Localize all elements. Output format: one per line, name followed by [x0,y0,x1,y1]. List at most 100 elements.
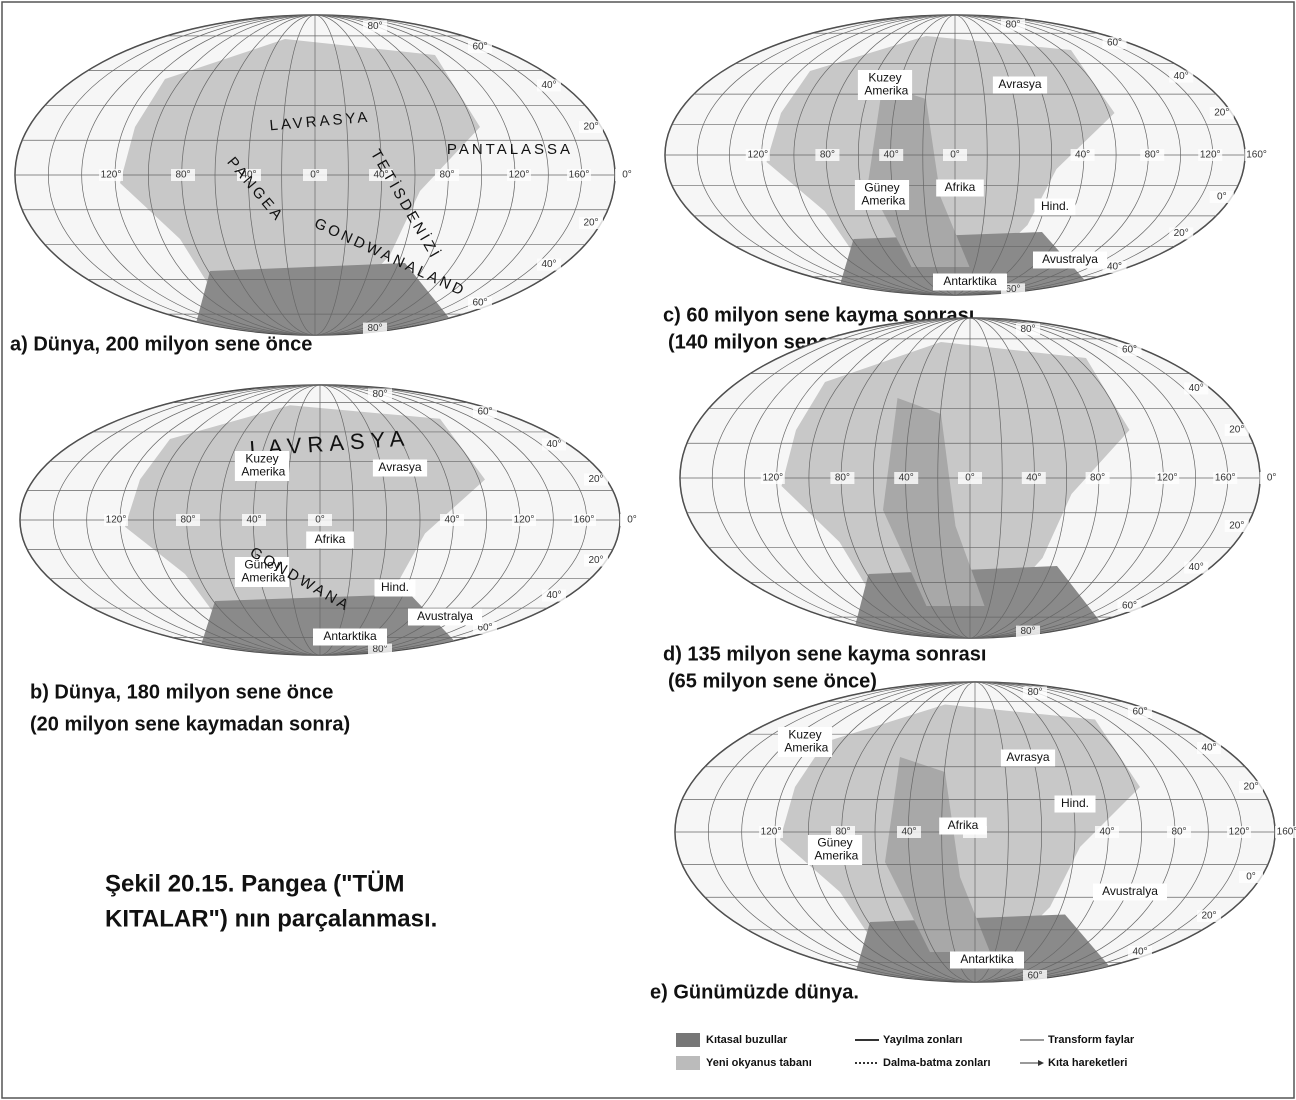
degree-label: 40° [1201,743,1216,754]
degree-bg [1197,910,1221,922]
degree-bg [99,169,123,181]
meridian [286,385,354,655]
degree-label: 160° [1215,473,1236,484]
degree-bg [1095,826,1119,838]
region-label: PANTALASSA [447,141,573,158]
degree-label: 40° [241,170,256,181]
continent-label: Kuzey Amerika [782,728,829,755]
meridian [872,318,1068,638]
label-box [857,70,913,100]
degree-label: 40° [1026,473,1041,484]
degree-bg [584,554,608,567]
continent-label: Kuzey Amerika [862,71,909,98]
label-box [936,179,984,197]
degree-label: 20° [583,218,598,229]
caption: e) Günümüzde dünya. [650,981,859,1003]
degree-bg [468,41,492,53]
degree-bg [579,121,603,133]
figure-title: Şekil 20.15. Pangea ("TÜM [105,870,405,897]
degree-bg [943,149,967,161]
degree-bg [1128,706,1152,718]
degree-bg [1244,149,1269,161]
legend-label: Transform faylar [1048,1034,1135,1046]
continent-label: Avustralya [1102,884,1158,898]
continent-label: Güney Amerika [239,558,286,585]
degree-label: 40° [541,259,556,270]
degree-label: 40° [541,80,556,91]
continent-label: Güney Amerika [859,181,906,208]
degree-label: 60° [1005,284,1020,295]
label-box [234,557,290,587]
degree-bg [567,169,591,181]
degree-label: 80° [367,323,382,334]
label-box [408,608,482,626]
degree-label: 120° [1157,473,1178,484]
degree-bg [1239,781,1263,793]
degree-bg [620,514,644,526]
degree-label: 40° [884,150,899,161]
label-box [374,579,416,597]
continent-label: Güney Amerika [812,836,859,863]
label-box [933,273,1007,291]
degree-bg [537,258,561,271]
degree-label: 20° [588,555,603,566]
degree-bg [176,514,200,526]
degree-label: 80° [820,150,835,161]
meridian [793,15,1117,295]
degree-bg [958,472,982,484]
degree-label: 80° [367,21,382,32]
degree-bg [1102,261,1127,273]
meridian [857,15,1053,295]
label-box [1093,883,1167,901]
meridian [937,318,1003,638]
degree-label: 40° [1099,827,1114,838]
label-box [807,835,863,865]
degree-bg [363,322,387,335]
degree-label: 120° [106,515,127,526]
degree-label: 160° [574,515,595,526]
degree-bg [760,472,785,484]
label-box [992,76,1048,94]
meridian [874,682,1076,982]
label-box [950,951,1024,969]
label-box [1000,749,1056,767]
degree-label: 0° [965,473,975,484]
degree-bg [745,149,770,161]
continent-label: Antarktika [943,274,997,288]
degree-label: 120° [1200,150,1221,161]
degree-label: 40° [546,439,561,450]
degree-label: 20° [1214,108,1229,119]
continent-label: Afrika [948,818,979,832]
degree-label: 80° [1171,827,1186,838]
degree-bg [1085,472,1110,484]
degree-bg [815,149,840,161]
degree-bg [1155,472,1180,484]
legend-label: Yayılma zonları [883,1034,962,1046]
degree-bg [1227,826,1251,838]
label-box [1054,795,1096,813]
label-box [313,628,387,646]
degree-label: 40° [1189,383,1204,394]
degree-bg [512,514,536,526]
degree-label: 120° [761,827,782,838]
continent-label: Antarktika [323,629,377,643]
label-box [234,451,290,481]
degree-bg [879,149,904,161]
degree-bg [1016,323,1040,336]
degree-bg [1167,826,1191,838]
degree-bg [1001,18,1025,31]
degree-bg [1070,149,1095,161]
degree-label: 20° [583,122,598,133]
degree-bg [1128,946,1152,958]
legend-label: Yeni okyanus tabanı [706,1057,812,1069]
degree-label: 40° [444,515,459,526]
continent-label: Antarktika [960,952,1014,966]
degree-bg [1239,871,1263,883]
degree-bg [1140,149,1165,161]
degree-bg [1021,472,1046,484]
continent-label: Avrasya [378,460,421,474]
legend-label: Dalma-batma zonları [883,1057,991,1069]
legend-swatch [676,1033,700,1047]
degree-label: 120° [1229,827,1250,838]
degree-bg [1213,472,1238,484]
